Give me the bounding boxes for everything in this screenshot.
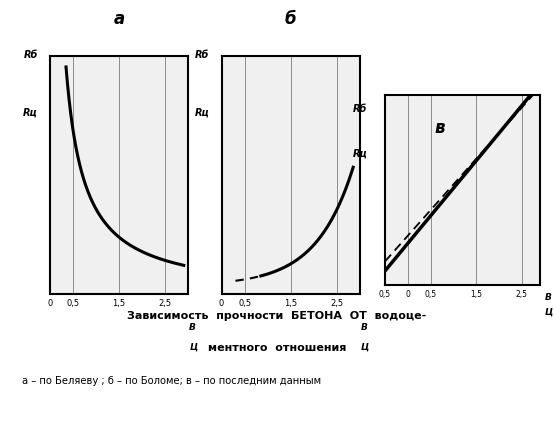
Text: Rц: Rц: [23, 108, 38, 118]
Text: Rц: Rц: [195, 108, 209, 118]
Text: ментного  отношения: ментного отношения: [208, 343, 346, 353]
Text: Ц: Ц: [545, 308, 553, 317]
Text: а – по Беляеву ; б – по Боломе; в – по последним данным: а – по Беляеву ; б – по Боломе; в – по п…: [22, 376, 321, 386]
Text: Rб: Rб: [353, 104, 367, 114]
Text: a: a: [114, 10, 125, 28]
Text: В: В: [545, 293, 552, 302]
Text: в: в: [434, 119, 444, 137]
Text: В: В: [189, 324, 196, 333]
Text: Rб: Rб: [23, 51, 38, 60]
Text: Rц: Rц: [352, 148, 367, 158]
Text: Зависимость  прочности  БЕТОНА  ОТ  водоце-: Зависимость прочности БЕТОНА ОТ водоце-: [127, 311, 427, 321]
Text: Ц: Ц: [361, 342, 370, 351]
Text: В: В: [361, 324, 368, 333]
Text: Ц: Ц: [189, 342, 198, 351]
Text: б: б: [285, 10, 296, 28]
Text: Rб: Rб: [195, 51, 209, 60]
